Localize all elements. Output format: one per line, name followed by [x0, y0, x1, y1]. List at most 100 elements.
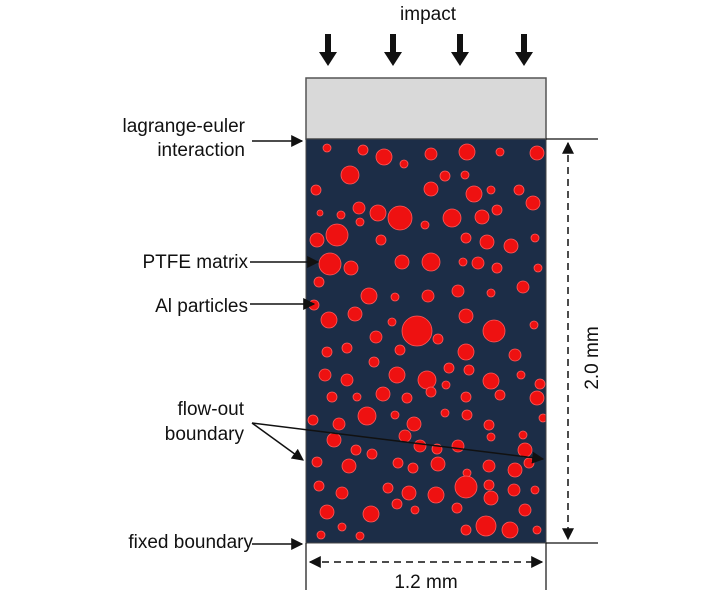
al-particle: [410, 505, 420, 515]
al-particle: [322, 143, 332, 153]
al-particle: [458, 308, 474, 324]
al-particle: [529, 320, 539, 330]
boundary-label: boundary: [165, 424, 245, 445]
al-particle: [471, 256, 485, 270]
al-particle: [387, 317, 397, 327]
al-particle: [332, 417, 346, 431]
al-particle: [369, 330, 383, 344]
impactor-block: [305, 77, 547, 140]
al-particle: [308, 299, 320, 311]
al-particle: [516, 370, 526, 380]
al-particle: [311, 456, 323, 468]
al-particle: [451, 284, 465, 298]
al-particle: [320, 311, 338, 329]
al-particle: [394, 344, 406, 356]
al-particle: [316, 530, 326, 540]
al-particle: [313, 480, 325, 492]
al-particle: [307, 414, 319, 426]
al-particle: [483, 490, 499, 506]
al-particle: [357, 144, 369, 156]
al-particle: [451, 439, 465, 453]
impact-label: impact: [400, 4, 457, 25]
height-dimension-label: 2.0 mm: [582, 326, 603, 389]
al-particle: [406, 416, 422, 432]
al-particle: [529, 145, 545, 161]
al-particle: [355, 531, 365, 541]
al-particle: [457, 343, 475, 361]
al-particle: [401, 315, 433, 347]
al-particle: [350, 444, 362, 456]
al-particle: [318, 252, 342, 276]
al-particle: [439, 170, 451, 182]
al-particles: [307, 143, 546, 541]
interaction-label: interaction: [157, 140, 245, 161]
al-particle: [390, 292, 400, 302]
al-particle: [503, 238, 519, 254]
al-particle: [352, 392, 362, 402]
al-particle: [375, 386, 391, 402]
al-particle: [319, 504, 335, 520]
al-particle: [424, 147, 438, 161]
al-particle: [369, 204, 387, 222]
al-particle: [483, 479, 495, 491]
al-particle: [394, 254, 410, 270]
al-particle: [352, 201, 366, 215]
al-particle: [341, 342, 353, 354]
al-particle: [421, 289, 435, 303]
al-particle: [501, 521, 519, 539]
al-particle: [425, 386, 437, 398]
down-arrow-icon: [384, 34, 402, 66]
al-particle: [454, 475, 478, 499]
al-particle: [517, 442, 533, 458]
al-particle: [420, 220, 430, 230]
al-particle: [430, 456, 446, 472]
al-particle: [341, 458, 357, 474]
al-particle: [494, 389, 506, 401]
al-particle: [513, 184, 525, 196]
al-particle: [347, 306, 363, 322]
al-particle: [491, 262, 503, 274]
al-particle: [432, 333, 444, 345]
al-particle: [443, 362, 455, 374]
al-particle: [407, 462, 419, 474]
al-particle: [482, 372, 500, 390]
flow-out-label: flow-out: [177, 399, 244, 420]
right-arrow-icon: [251, 422, 545, 464]
al-particle: [375, 234, 387, 246]
al-particle: [458, 257, 468, 267]
al-particle: [460, 170, 470, 180]
al-particle: [401, 485, 417, 501]
al-particle: [482, 459, 496, 473]
al-particle: [326, 432, 342, 448]
al-particle: [534, 378, 546, 390]
al-particle: [391, 498, 403, 510]
al-particle: [340, 165, 360, 185]
al-particle: [507, 483, 521, 497]
al-particle: [463, 364, 475, 376]
al-particle: [382, 482, 394, 494]
al-particle: [507, 462, 523, 478]
al-particle: [475, 515, 497, 537]
al-particle: [399, 159, 409, 169]
al-particle: [321, 346, 333, 358]
fixed-boundary-label: fixed boundary: [128, 532, 253, 553]
al-particle: [313, 276, 325, 288]
width-dimension-label: 1.2 mm: [394, 572, 457, 593]
al-particle: [388, 366, 406, 384]
width-dimension: [305, 543, 547, 590]
al-particle: [530, 485, 540, 495]
al-particle: [421, 252, 441, 272]
al-particle: [398, 429, 412, 443]
height-dimension: [546, 138, 598, 544]
al-particle: [440, 408, 450, 418]
al-particle: [390, 410, 400, 420]
al-particle: [474, 209, 490, 225]
al-particle: [518, 430, 528, 440]
al-particle: [442, 208, 462, 228]
al-particle: [357, 406, 377, 426]
al-particle: [458, 143, 476, 161]
al-particle: [486, 185, 496, 195]
al-particle: [533, 263, 543, 273]
al-particle: [318, 368, 332, 382]
